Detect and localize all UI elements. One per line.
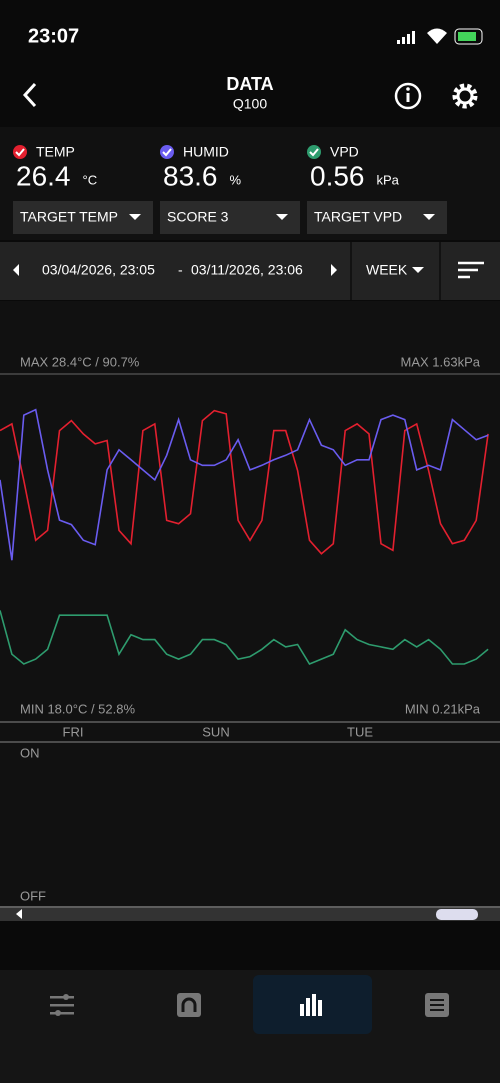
range-end: 03/11/2026, 23:06 (191, 262, 303, 278)
min-left: MIN 18.0°C / 52.8% (20, 701, 135, 716)
status-icons (397, 28, 483, 45)
range-start: 03/04/2026, 23:05 (42, 262, 155, 278)
dropdown-label: SCORE 3 (167, 209, 229, 225)
subtitle: Q100 (233, 96, 267, 112)
check-mark (162, 148, 172, 157)
sensor-unit: % (230, 172, 242, 187)
sensor-label: VPD (330, 144, 359, 160)
dropdown-arrow (423, 214, 435, 220)
scroll-thumb[interactable] (436, 909, 478, 920)
period: WEEK (366, 262, 408, 278)
tab-data[interactable] (300, 994, 322, 1016)
dropdown-label: TARGET VPD (314, 209, 402, 225)
dropdown-box (13, 201, 153, 234)
next-button[interactable] (331, 264, 337, 276)
sensor-value: 26.4 (16, 160, 71, 191)
max-left: MAX 28.4°C / 90.7% (20, 354, 140, 369)
dropdown-arrow (129, 214, 141, 220)
period-dropdown[interactable]: WEEK (366, 262, 424, 278)
day-label: SUN (202, 724, 229, 739)
check-mark (309, 148, 319, 157)
clock: 23:07 (28, 25, 79, 47)
series-line (0, 408, 489, 561)
title: DATA (226, 74, 273, 94)
info-button[interactable] (394, 82, 422, 110)
status-check (13, 145, 27, 159)
sensor-unit: °C (83, 172, 98, 187)
min-right: MIN 0.21kPa (405, 701, 481, 716)
dropdown-label: TARGET TEMP (20, 209, 118, 225)
settings-button[interactable] (452, 83, 478, 109)
tab-menu[interactable] (425, 993, 449, 1017)
sort-button[interactable] (458, 261, 484, 279)
tab-bar (0, 970, 500, 1083)
dropdown[interactable]: TARGET VPD (307, 201, 447, 234)
prev-button[interactable] (13, 264, 19, 276)
max-right: MAX 1.63kPa (401, 354, 481, 369)
day-label: FRI (63, 724, 84, 739)
dropdown[interactable]: SCORE 3 (160, 201, 300, 234)
on-label: ON (20, 745, 40, 760)
sensor-label: HUMID (183, 144, 229, 160)
range-separator: - (178, 262, 183, 278)
scroll-left[interactable] (16, 909, 22, 919)
tab-automation[interactable] (177, 993, 201, 1017)
sensor-value: 0.56 (310, 160, 365, 191)
off-label: OFF (20, 888, 46, 903)
status-check (307, 145, 321, 159)
tab-controls[interactable] (50, 994, 74, 1016)
dropdown-box (307, 201, 447, 234)
sensor-label: TEMP (36, 144, 75, 160)
dropdown-box (160, 201, 300, 234)
back-button[interactable] (22, 82, 37, 108)
day-label: TUE (347, 724, 373, 739)
scrollbar[interactable] (0, 908, 500, 921)
series-line (0, 610, 489, 665)
dropdown-arrow (276, 214, 288, 220)
sensor-unit: kPa (377, 172, 400, 187)
dropdown[interactable]: TARGET TEMP (13, 201, 153, 234)
check-mark (15, 148, 25, 157)
status-check (160, 145, 174, 159)
sensor-value: 83.6 (163, 160, 218, 191)
chart-area (0, 301, 500, 921)
